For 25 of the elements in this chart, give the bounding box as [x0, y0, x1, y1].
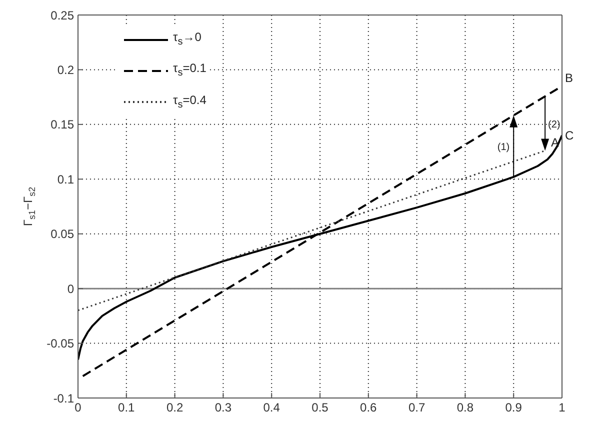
legend-label: τ$_{s}$=0.1: [173, 60, 206, 81]
annotation: (1): [497, 142, 510, 154]
legend-label: τ$_{s}$=0.4: [173, 92, 206, 112]
y-tick-label: 0.2: [57, 62, 74, 77]
annotation: B: [565, 71, 574, 86]
x-tick-label: 0.5: [312, 400, 329, 415]
x-tick-label: 0.1: [118, 400, 136, 415]
x-tick-label: 0.2: [166, 400, 184, 415]
y-tick-label: 0.05: [50, 227, 74, 242]
x-tick-label: 0.9: [505, 400, 522, 415]
y-tick-label: 0.1: [57, 172, 74, 186]
x-tick-label: 0.8: [456, 400, 474, 415]
y-tick-label: 0.25: [50, 8, 74, 22]
x-tick-label: 0.3: [214, 400, 232, 415]
annotation: C: [565, 128, 574, 142]
y-tick-label: 0: [67, 282, 74, 296]
x-tick-label: 0.7: [408, 400, 426, 415]
x-tick-label: 0.4: [263, 400, 280, 415]
y-tick-label: -0.1: [53, 391, 74, 406]
y-tick-label: 0.15: [50, 118, 74, 132]
annotation: (2): [548, 120, 560, 131]
y-tick-label: -0.05: [46, 336, 74, 351]
x-tick-label: 1: [558, 400, 566, 415]
x-tick-label: 0.6: [360, 400, 378, 415]
legend-label: τ$_{s}$→0: [173, 29, 202, 50]
